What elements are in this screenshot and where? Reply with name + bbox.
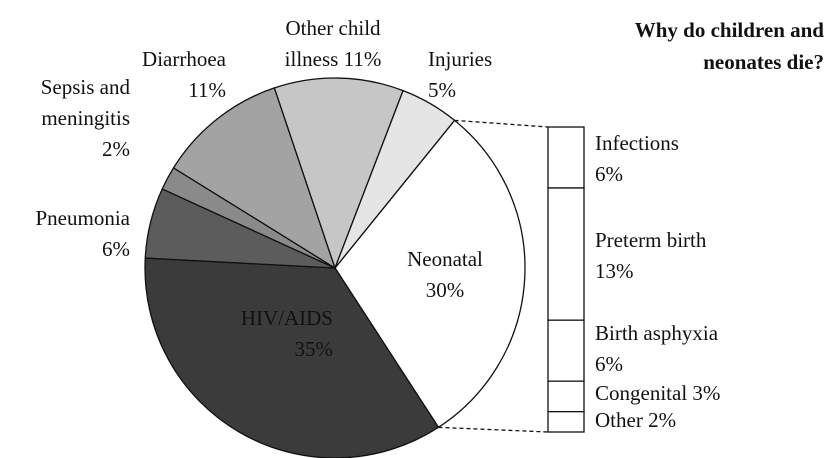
bar-segment (547, 187, 585, 321)
data-label: Other child illness 11% (263, 13, 403, 75)
bar-segment (547, 380, 585, 413)
label-name: Birth asphyxia (595, 321, 719, 345)
pie-slice (273, 77, 404, 270)
label-name: Other (595, 408, 643, 432)
label-value: 2% (102, 137, 130, 161)
pie-slice (144, 257, 440, 458)
bar-segment (547, 126, 585, 189)
label-value: 11% (188, 78, 226, 102)
bar-segment (547, 319, 585, 382)
label-name: Neonatal (407, 247, 483, 271)
chart-title: Why do children and neonates die? (634, 18, 824, 74)
pie-slice (334, 119, 526, 429)
data-label: Injuries 5% (428, 44, 528, 106)
data-label: Congenital 3% (595, 378, 825, 409)
label-value: 6% (595, 162, 623, 186)
pie-slice (172, 87, 337, 270)
label-name: Injuries (428, 47, 493, 71)
label-value: 3% (692, 381, 721, 405)
bar-segment (547, 411, 585, 433)
label-name: Other child illness (284, 16, 381, 71)
data-label: Pneumonia 6% (0, 203, 131, 265)
connector (438, 426, 549, 433)
label-name: Preterm birth (595, 228, 707, 252)
label-value: 6% (595, 352, 623, 376)
data-label: HIV/AIDS 35% (193, 303, 333, 365)
data-label: Other 2% (595, 405, 825, 436)
label-name: Congenital (595, 381, 688, 405)
label-value: 13% (595, 259, 634, 283)
data-label: Birth asphyxia 6% (595, 318, 825, 380)
connector (454, 119, 549, 128)
label-value: 11% (343, 47, 382, 71)
label-name: Pneumonia (35, 206, 131, 230)
label-value: 35% (294, 337, 334, 361)
data-label: Preterm birth 13% (595, 225, 825, 287)
label-value: 30% (425, 278, 465, 302)
label-value: 5% (428, 78, 456, 102)
data-label: Neonatal 30% (365, 244, 525, 306)
data-label: Diarrhoea 11% (86, 44, 226, 106)
label-value: 2% (648, 408, 677, 432)
label-name: Infections (595, 131, 679, 155)
pie-slice (334, 89, 456, 269)
data-label: Sepsis and meningitis 2% (0, 72, 130, 165)
label-name: Diarrhoea (142, 47, 226, 71)
label-name: Sepsis and meningitis (40, 75, 130, 130)
data-label: Infections 6% (595, 128, 825, 190)
label-name: HIV/AIDS (240, 306, 333, 330)
label-value: 6% (102, 237, 130, 261)
